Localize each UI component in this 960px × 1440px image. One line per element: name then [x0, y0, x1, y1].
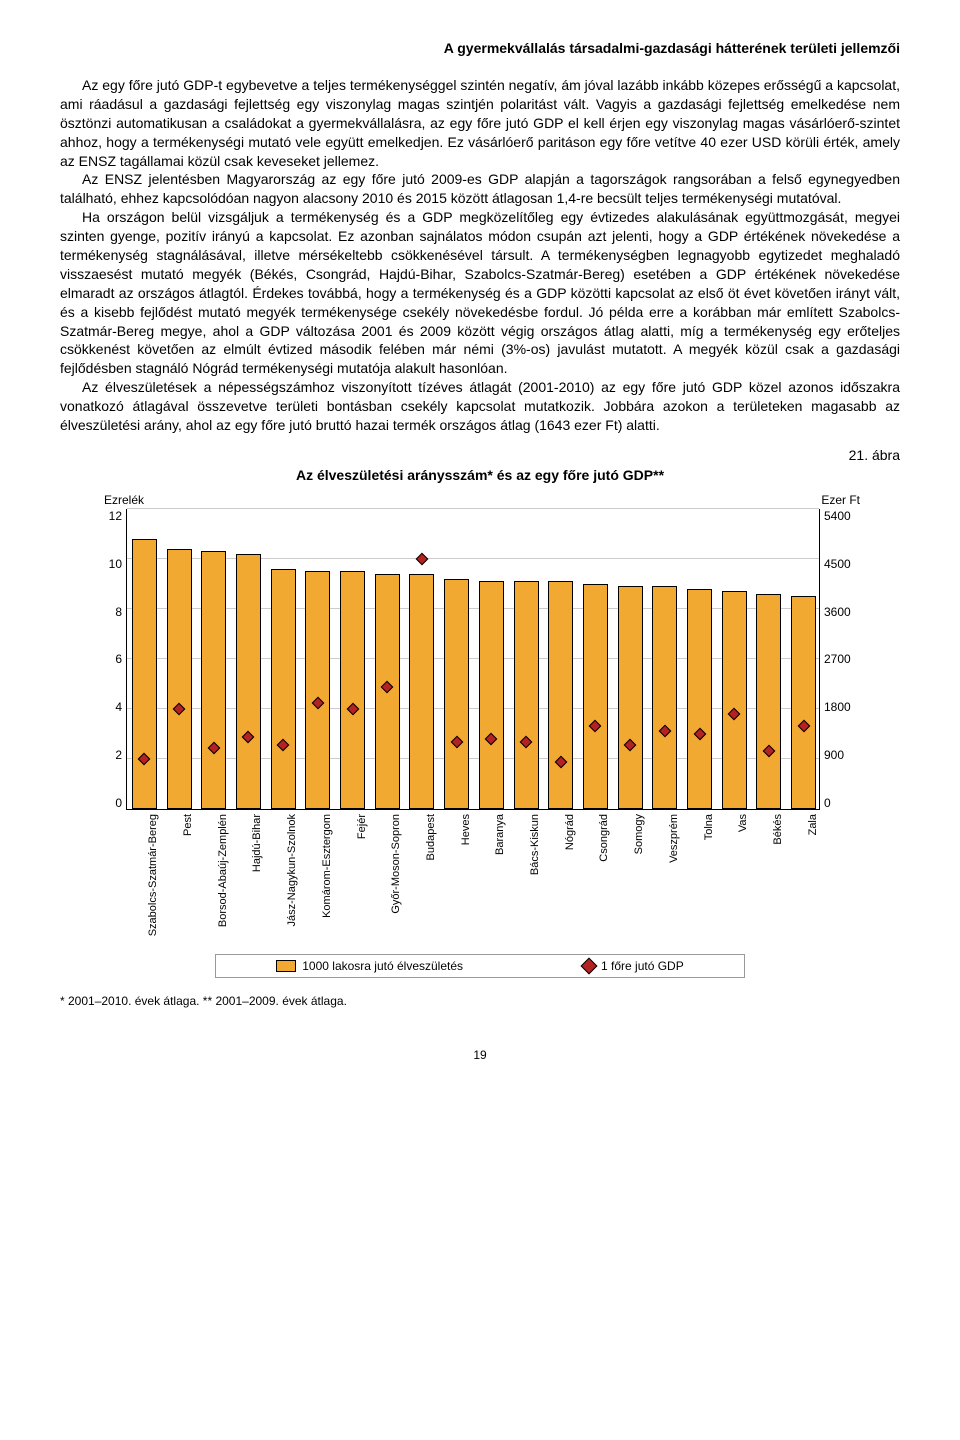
- category-label: Zala: [807, 814, 819, 835]
- y-right-tick: 3600: [824, 605, 860, 619]
- category-label: Budapest: [425, 814, 437, 860]
- y-left-tick: 8: [100, 605, 122, 619]
- left-axis-unit: Ezrelék: [104, 493, 144, 507]
- category-label: Somogy: [633, 814, 645, 854]
- chart-container: Az élveszületési aránysszám* és az egy f…: [100, 467, 860, 978]
- category-label: Csongrád: [598, 814, 610, 862]
- y-right-tick: 1800: [824, 700, 860, 714]
- paragraph-4: Az élveszületések a népességszámhoz visz…: [60, 378, 900, 435]
- chart-title: Az élveszületési aránysszám* és az egy f…: [100, 467, 860, 483]
- category-label: Komárom-Esztergom: [321, 814, 333, 918]
- category-label: Baranya: [494, 814, 506, 855]
- y-axis-right: 5400 4500 3600 2700 1800 900 0: [820, 509, 860, 810]
- y-right-tick: 0: [824, 796, 860, 810]
- legend-bar-label: 1000 lakosra jutó élveszületés: [302, 959, 463, 973]
- category-label: Szabolcs-Szatmár-Bereg: [147, 814, 159, 936]
- legend-marker-label: 1 főre jutó GDP: [601, 959, 684, 973]
- category-label: Vas: [737, 814, 749, 832]
- grid-line: [127, 708, 819, 709]
- chart-bar: [271, 569, 296, 809]
- chart-bar: [167, 549, 192, 809]
- y-left-tick: 4: [100, 700, 122, 714]
- category-label: Hajdú-Bihar: [251, 814, 263, 872]
- y-left-tick: 6: [100, 652, 122, 666]
- grid-line: [127, 608, 819, 609]
- chart-bar: [444, 579, 469, 809]
- category-label: Bács-Kiskun: [529, 814, 541, 875]
- y-left-tick: 2: [100, 748, 122, 762]
- chart-bar: [652, 586, 677, 809]
- chart-bar: [409, 574, 434, 809]
- axis-unit-row: Ezrelék Ezer Ft: [100, 493, 860, 507]
- chart-bar: [687, 589, 712, 809]
- chart-footnote: * 2001–2010. évek átlaga. ** 2001–2009. …: [60, 994, 900, 1008]
- y-right-tick: 900: [824, 748, 860, 762]
- page-header: A gyermekvállalás társadalmi-gazdasági h…: [60, 40, 900, 56]
- category-label: Fejér: [356, 814, 368, 839]
- chart-bar: [722, 591, 747, 809]
- chart-bar: [618, 586, 643, 809]
- chart-area: 12 10 8 6 4 2 0 5400 4500 3600 2700 1800 900 0: [100, 509, 860, 810]
- chart-marker: [416, 553, 429, 566]
- chart-bar: [201, 551, 226, 809]
- chart-bar: [791, 596, 816, 809]
- legend-bar-swatch: [276, 960, 296, 972]
- y-right-tick: 4500: [824, 557, 860, 571]
- paragraph-2: Az ENSZ jelentésben Magyarország az egy …: [60, 170, 900, 208]
- category-labels: Szabolcs-Szatmár-Bereg Pest Borsod-Abaúj-Z…: [126, 810, 820, 950]
- legend-marker-swatch: [581, 957, 598, 974]
- chart-bar: [305, 571, 330, 809]
- grid-line: [127, 658, 819, 659]
- figure-label: 21. ábra: [60, 447, 900, 463]
- y-left-tick: 0: [100, 796, 122, 810]
- chart-bar: [548, 581, 573, 809]
- category-label: Nógrád: [564, 814, 576, 850]
- grid-line: [127, 508, 819, 509]
- chart-plot: [126, 509, 820, 810]
- legend-bar: 1000 lakosra jutó élveszületés: [276, 959, 463, 973]
- legend-marker: 1 főre jutó GDP: [583, 959, 684, 973]
- right-axis-unit: Ezer Ft: [821, 493, 860, 507]
- chart-legend: 1000 lakosra jutó élveszületés 1 főre ju…: [215, 954, 745, 978]
- category-label: Tolna: [703, 814, 715, 840]
- chart-bar: [132, 539, 157, 809]
- grid-line: [127, 758, 819, 759]
- category-label: Jász-Nagykun-Szolnok: [286, 814, 298, 927]
- category-label: Győr-Moson-Sopron: [390, 814, 402, 914]
- grid-line: [127, 558, 819, 559]
- y-axis-left: 12 10 8 6 4 2 0: [100, 509, 126, 810]
- category-label: Heves: [460, 814, 472, 845]
- paragraph-1: Az egy főre jutó GDP-t egybevetve a telj…: [60, 76, 900, 170]
- y-right-tick: 5400: [824, 509, 860, 523]
- category-label: Veszprém: [668, 814, 680, 863]
- category-label: Békés: [772, 814, 784, 845]
- paragraph-3: Ha országon belül vizsgáljuk a termékeny…: [60, 208, 900, 378]
- chart-bar: [583, 584, 608, 809]
- chart-bar: [479, 581, 504, 809]
- category-label: Pest: [182, 814, 194, 836]
- chart-bar: [514, 581, 539, 809]
- page-number: 19: [60, 1048, 900, 1062]
- chart-bar: [236, 554, 261, 809]
- chart-bar: [756, 594, 781, 809]
- y-left-tick: 10: [100, 557, 122, 571]
- y-left-tick: 12: [100, 509, 122, 523]
- category-label: Borsod-Abaúj-Zemplén: [217, 814, 229, 927]
- chart-bar: [340, 571, 365, 809]
- y-right-tick: 2700: [824, 652, 860, 666]
